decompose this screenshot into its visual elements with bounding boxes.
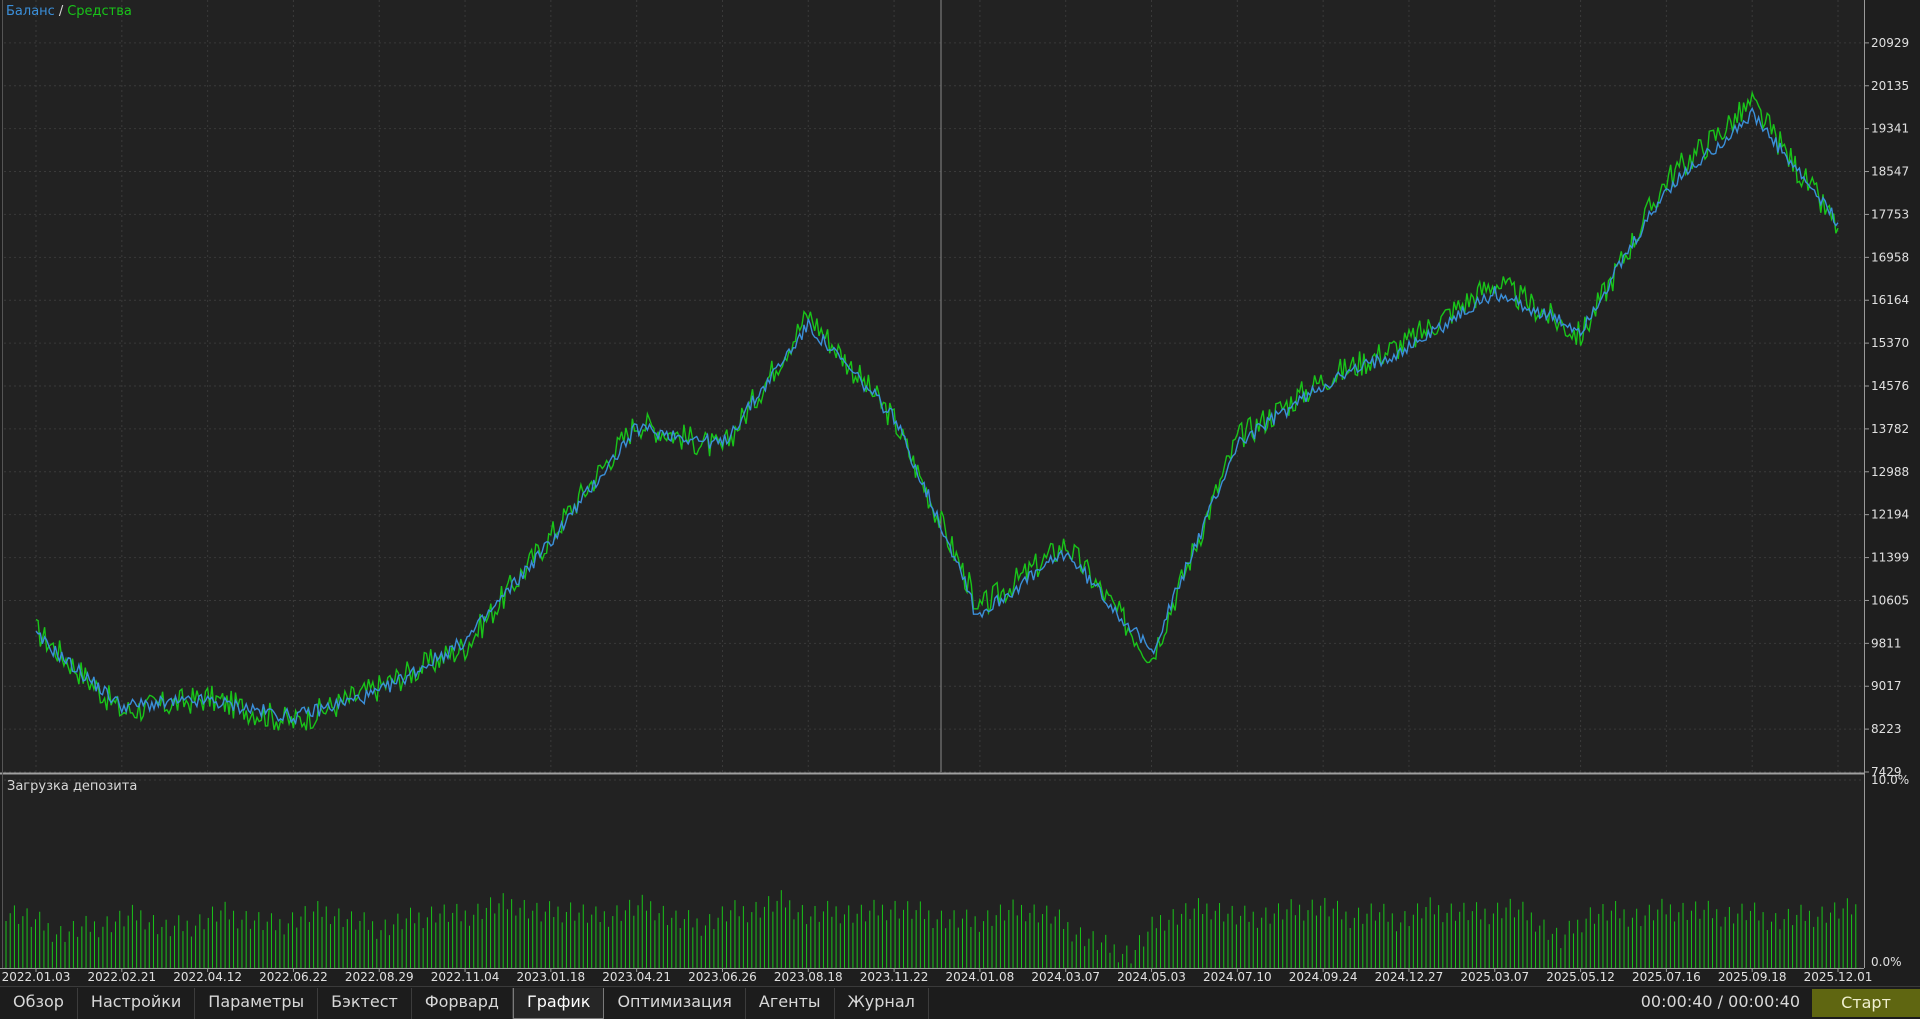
y-tick-label: 17753 [1871, 207, 1909, 221]
tab-journal[interactable]: Журнал [835, 988, 929, 1019]
y-tick-label: 7429 [1871, 765, 1902, 779]
y-tick-label: 9811 [1871, 636, 1902, 650]
chart-area: 20929 20135 19341 18547 17753 16958 16164 15370… [0, 0, 1910, 984]
x-tick-label: 2024.09.24 [1289, 970, 1358, 984]
deposit-scale: 10.0% 0.0% [1871, 773, 1909, 969]
x-tick-label: 2025.03.07 [1460, 970, 1529, 984]
y-tick-label: 16164 [1871, 293, 1909, 307]
tab-bar: Обзор Настройки Параметры Бэктест Форвар… [0, 986, 1920, 1019]
x-tick-label: 2024.01.08 [946, 970, 1015, 984]
tab-backtest[interactable]: Бэктест [318, 988, 412, 1019]
x-tick-label: 2023.04.21 [602, 970, 671, 984]
tab-agents[interactable]: Агенты [746, 988, 835, 1019]
y-tick-label: 14576 [1871, 379, 1909, 393]
x-tick-label: 2024.03.07 [1031, 970, 1100, 984]
series-layer [35, 90, 1839, 731]
y-tick-label: 8223 [1871, 722, 1902, 736]
x-tick-label: 2025.12.01 [1804, 970, 1873, 984]
legend-separator: / [59, 4, 64, 19]
legend-equity: Средства [67, 4, 132, 19]
deposit-bars [5, 890, 1857, 968]
x-tick-label: 2025.05.12 [1546, 970, 1615, 984]
x-tick-label: 2022.08.29 [345, 970, 414, 984]
x-tick-label: 2023.01.18 [516, 970, 585, 984]
y-tick-label: 11399 [1871, 551, 1909, 565]
elapsed-timer: 00:00:40 / 00:00:40 [1640, 992, 1800, 1011]
x-tick-label: 2024.07.10 [1203, 970, 1272, 984]
x-tick-label: 2025.07.16 [1632, 970, 1701, 984]
main-grid [4, 0, 1864, 773]
time-scale[interactable]: 2022.01.03 2022.02.21 2022.04.12 2022.06.22… [2, 968, 1873, 984]
x-tick-label: 2025.09.18 [1718, 970, 1787, 984]
x-tick-label: 2023.08.18 [774, 970, 843, 984]
y-tick-label: 18547 [1871, 165, 1909, 179]
tab-chart[interactable]: График [512, 988, 605, 1019]
tab-overview[interactable]: Обзор [0, 988, 78, 1019]
tab-settings[interactable]: Настройки [78, 988, 196, 1019]
x-tick-label: 2024.05.03 [1117, 970, 1186, 984]
x-tick-label: 2022.02.21 [87, 970, 156, 984]
y-tick-label: 10605 [1871, 593, 1909, 607]
x-tick-label: 2022.01.03 [2, 970, 71, 984]
x-tick-label: 2022.04.12 [173, 970, 242, 984]
x-tick-label: 2024.12.27 [1375, 970, 1444, 984]
x-tick-label: 2023.11.22 [860, 970, 929, 984]
series-line-balance [35, 106, 1839, 726]
main-plot-area [2, 0, 1864, 772]
tab-parameters[interactable]: Параметры [195, 988, 319, 1019]
y-tick-label: 20135 [1871, 79, 1909, 93]
tab-forward[interactable]: Форвард [412, 988, 513, 1019]
y-tick-label: 13782 [1871, 422, 1909, 436]
deposit-tick-label: 10.0% [1871, 773, 1909, 787]
deposit-tick-label: 0.0% [1871, 955, 1902, 969]
y-tick-label: 19341 [1871, 122, 1909, 136]
chart-legend: Баланс / Средства [6, 4, 132, 19]
y-tick-label: 9017 [1871, 679, 1902, 693]
y-tick-label: 20929 [1871, 36, 1909, 50]
deposit-load-title: Загрузка депозита [7, 779, 137, 794]
start-button[interactable]: Старт [1812, 989, 1920, 1017]
x-tick-label: 2022.06.22 [259, 970, 328, 984]
y-tick-label: 12194 [1871, 508, 1909, 522]
price-scale[interactable]: 20929 20135 19341 18547 17753 16958 16164 15370… [1864, 36, 1909, 779]
y-tick-label: 15370 [1871, 336, 1909, 350]
x-tick-label: 2023.06.26 [688, 970, 757, 984]
legend-balance: Баланс [6, 4, 55, 19]
x-tick-label: 2022.11.04 [431, 970, 500, 984]
y-tick-label: 16958 [1871, 250, 1909, 264]
tab-optimization[interactable]: Оптимизация [604, 988, 746, 1019]
y-tick-label: 12988 [1871, 465, 1909, 479]
